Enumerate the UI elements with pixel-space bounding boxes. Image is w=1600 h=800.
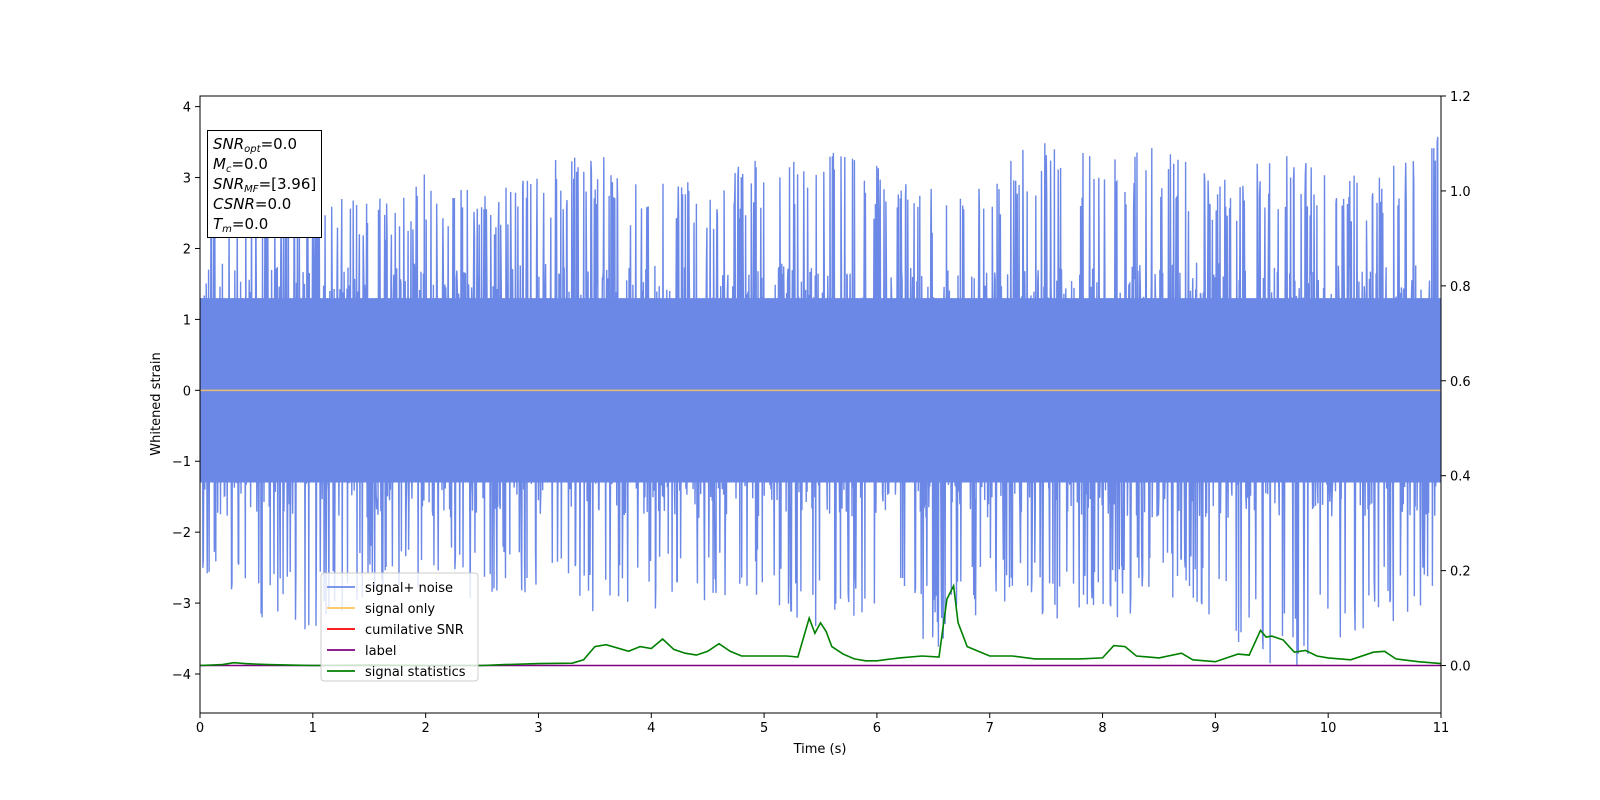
x-tick-label: 1 <box>309 721 317 736</box>
info-line-snr-mf: SNRMF=[3.96] <box>213 175 317 195</box>
x-tick-label: 11 <box>1433 721 1450 736</box>
info-line-snr-opt: SNRopt=0.0 <box>213 135 297 155</box>
y-tick-label: −1 <box>172 455 191 470</box>
x-axis: 0 1 2 3 4 5 6 7 8 9 10 11 <box>196 713 1449 736</box>
y2-tick-label: 0.6 <box>1450 375 1471 390</box>
x-tick-label: 7 <box>986 721 994 736</box>
x-tick-label: 9 <box>1211 721 1219 736</box>
y2-tick-label: 1.2 <box>1450 90 1471 105</box>
x-tick-label: 3 <box>534 721 542 736</box>
y-axis-label: Whitened strain <box>149 352 164 455</box>
x-tick-label: 0 <box>196 721 204 736</box>
x-tick-label: 2 <box>421 721 429 736</box>
y2-tick-label: 0.8 <box>1450 280 1471 295</box>
legend: signal+ noise signal only cumilative SNR la… <box>320 572 479 682</box>
legend-signal-only-label: signal only <box>365 602 435 617</box>
y-tick-label: 3 <box>183 172 191 187</box>
y2-tick-label: 1.0 <box>1450 185 1471 200</box>
y2-tick-label: 0.0 <box>1450 660 1471 675</box>
info-line-csnr: CSNR=0.0 <box>213 195 292 213</box>
legend-label-label: label <box>365 644 396 659</box>
x-tick-label: 8 <box>1098 721 1106 736</box>
signal-statistics-line <box>200 583 1441 667</box>
legend-box <box>320 572 479 682</box>
y-tick-label: 0 <box>183 384 191 399</box>
y-tick-label: 1 <box>183 313 191 328</box>
y-tick-label: −4 <box>172 668 191 683</box>
y2-tick-label: 0.2 <box>1450 565 1471 580</box>
snr-info-box: SNRopt=0.0 Mc=0.0 SNRMF=[3.96] CSNR=0.0 … <box>207 130 323 238</box>
y-tick-label: 2 <box>183 242 191 257</box>
info-line-mc: Mc=0.0 <box>213 155 268 175</box>
y2-tick-label: 0.4 <box>1450 470 1471 485</box>
y-tick-label: −2 <box>172 526 191 541</box>
x-tick-label: 10 <box>1320 721 1337 736</box>
y-axis-left: 4 3 2 1 0 −1 −2 −3 −4 <box>172 101 200 683</box>
x-tick-label: 4 <box>647 721 655 736</box>
info-line-tm: Tm=0.0 <box>213 215 269 235</box>
legend-signal-noise-label: signal+ noise <box>365 581 453 596</box>
y-tick-label: −3 <box>172 597 191 612</box>
x-axis-label: Time (s) <box>793 742 847 757</box>
x-tick-label: 5 <box>760 721 768 736</box>
plot-area-frame <box>199 95 1442 714</box>
signal-noise-line <box>200 136 1441 667</box>
x-tick-label: 6 <box>873 721 881 736</box>
legend-signal-statistics-label: signal statistics <box>365 665 466 680</box>
y-axis-right: 1.2 1.0 0.8 0.6 0.4 0.2 0.0 <box>1441 90 1471 675</box>
legend-cumulative-snr-label: cumilative SNR <box>365 623 464 638</box>
y-tick-label: 4 <box>183 101 191 116</box>
